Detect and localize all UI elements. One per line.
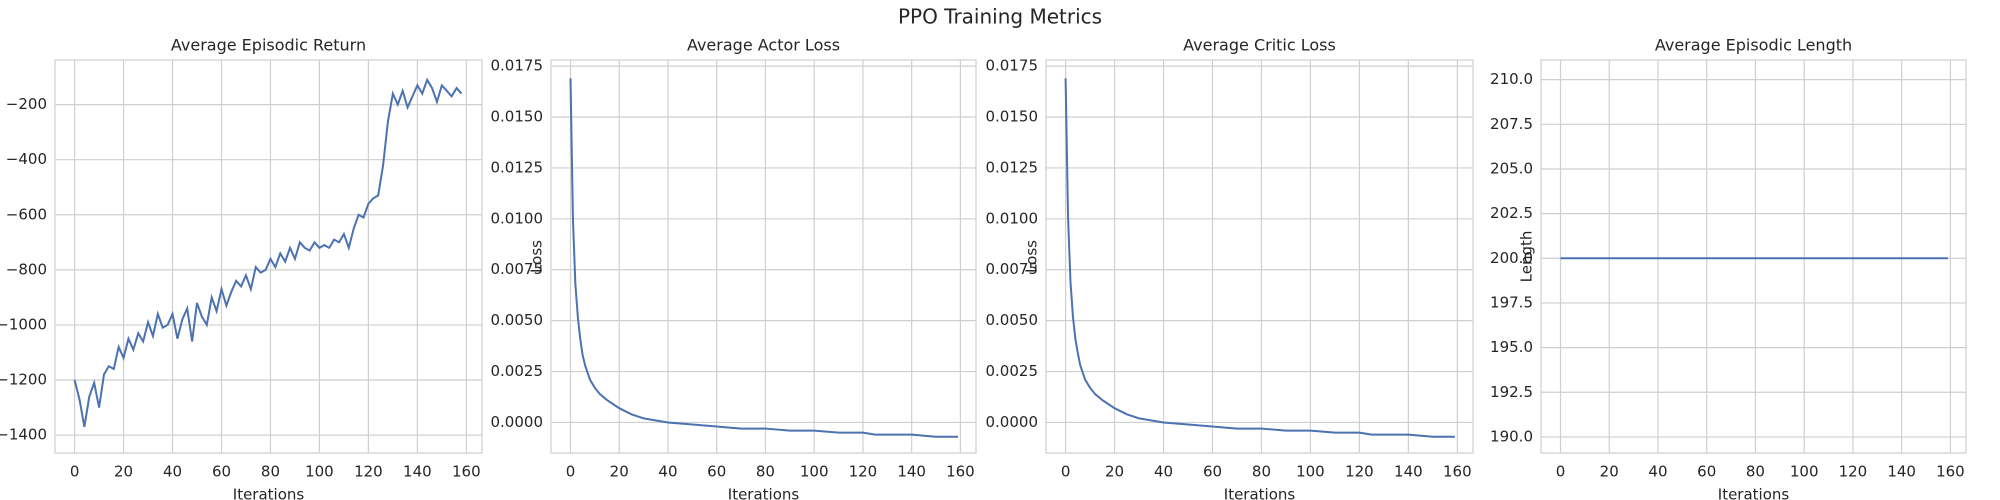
y-tick-label: 0.0050 — [491, 311, 544, 329]
subplot: Average Critic Loss 0.0000 0.0025 0.0050 0.0… — [986, 36, 1474, 500]
x-tick-label: 20 — [610, 463, 629, 481]
x-tick-label: 40 — [1154, 463, 1173, 481]
subplot: Average Episodic Return −1400 −1200 −1000 −8… — [0, 36, 483, 500]
y-tick-label: −1000 — [0, 315, 47, 333]
x-tick-label: 120 — [354, 463, 383, 481]
y-tick-label: −800 — [6, 260, 47, 278]
subplot: Average Episodic Length 190.0 192.5 195.0 19… — [1490, 36, 1967, 500]
x-tick-label: 100 — [1296, 463, 1325, 481]
line-series — [1064, 78, 1455, 438]
x-tick-label: 160 — [946, 463, 975, 481]
subplot-title: Average Episodic Return — [171, 36, 366, 55]
x-tick-label: 100 — [305, 463, 334, 481]
y-tick-label: 0.0000 — [986, 413, 1039, 431]
y-axis-label: Length — [1518, 231, 1536, 283]
x-tick-label: 60 — [707, 463, 726, 481]
y-tick-label: 0.0150 — [491, 108, 544, 126]
x-tick-label: 0 — [566, 463, 576, 481]
y-tick-label: 197.5 — [1490, 293, 1533, 311]
y-tick-label: 0.0150 — [986, 108, 1039, 126]
x-axis-label: Iterations — [233, 486, 305, 500]
x-tick-label: 20 — [114, 463, 133, 481]
x-tick-label: 80 — [1252, 463, 1271, 481]
axes-frame — [1045, 59, 1474, 454]
x-tick-label: 0 — [1556, 463, 1566, 481]
y-tick-label: −200 — [6, 95, 47, 113]
line-series — [569, 78, 958, 438]
y-tick-label: 207.5 — [1490, 115, 1533, 133]
y-tick-label: −1400 — [0, 426, 47, 444]
x-axis-label: Iterations — [1718, 486, 1790, 500]
x-tick-label: 0 — [1061, 463, 1071, 481]
y-tick-label: 0.0175 — [986, 57, 1039, 75]
subplot-title: Average Actor Loss — [687, 36, 840, 55]
x-tick-label: 160 — [452, 463, 481, 481]
y-axis-label: Loss — [528, 240, 546, 273]
y-tick-label: 0.0025 — [986, 362, 1039, 380]
y-tick-label: 195.0 — [1490, 338, 1533, 356]
x-tick-label: 40 — [163, 463, 182, 481]
x-tick-label: 60 — [212, 463, 231, 481]
axes-frame — [1540, 59, 1967, 454]
y-tick-label: −1200 — [0, 371, 47, 389]
axes-frame — [550, 59, 977, 454]
y-tick-label: 205.0 — [1490, 159, 1533, 177]
y-tick-label: 0.0100 — [986, 209, 1039, 227]
x-tick-label: 60 — [1203, 463, 1222, 481]
x-tick-label: 140 — [1394, 463, 1423, 481]
y-tick-label: 0.0050 — [986, 311, 1039, 329]
x-tick-label: 100 — [1790, 463, 1819, 481]
y-tick-label: 210.0 — [1490, 70, 1533, 88]
y-tick-label: 0.0125 — [491, 158, 544, 176]
subplot-title: Average Episodic Length — [1655, 36, 1852, 55]
y-tick-label: −400 — [6, 150, 47, 168]
x-tick-label: 0 — [70, 463, 80, 481]
y-axis-label: Loss — [1023, 240, 1041, 273]
y-tick-label: 0.0125 — [986, 158, 1039, 176]
x-tick-label: 160 — [1936, 463, 1965, 481]
x-tick-label: 40 — [658, 463, 677, 481]
x-tick-label: 60 — [1697, 463, 1716, 481]
x-tick-label: 100 — [800, 463, 829, 481]
x-tick-label: 80 — [261, 463, 280, 481]
x-tick-label: 120 — [1345, 463, 1374, 481]
y-tick-label: 0.0000 — [491, 413, 544, 431]
x-tick-label: 20 — [1105, 463, 1124, 481]
subplot: Average Actor Loss 0.0000 0.0025 0.0050 0.00… — [491, 36, 977, 500]
x-tick-label: 120 — [849, 463, 878, 481]
y-tick-label: 0.0025 — [491, 362, 544, 380]
x-tick-label: 80 — [756, 463, 775, 481]
x-axis-label: Iterations — [728, 486, 800, 500]
y-tick-label: −600 — [6, 205, 47, 223]
figure-title: PPO Training Metrics — [898, 5, 1102, 29]
y-tick-label: 192.5 — [1490, 383, 1533, 401]
x-axis-label: Iterations — [1224, 486, 1296, 500]
x-tick-label: 140 — [1887, 463, 1916, 481]
y-tick-label: 190.0 — [1490, 427, 1533, 445]
y-tick-label: 200.0 — [1490, 249, 1533, 267]
axes-frame — [54, 59, 483, 454]
x-tick-label: 140 — [403, 463, 432, 481]
x-tick-label: 120 — [1839, 463, 1868, 481]
subplot-title: Average Critic Loss — [1183, 36, 1336, 55]
y-tick-label: 202.5 — [1490, 204, 1533, 222]
y-tick-label: 0.0075 — [986, 260, 1039, 278]
y-tick-label: 0.0100 — [491, 209, 544, 227]
y-tick-label: 0.0175 — [491, 57, 544, 75]
x-tick-label: 160 — [1443, 463, 1472, 481]
x-tick-label: 80 — [1746, 463, 1765, 481]
x-tick-label: 20 — [1600, 463, 1619, 481]
x-tick-label: 40 — [1648, 463, 1667, 481]
x-tick-label: 140 — [897, 463, 926, 481]
y-tick-label: 0.0075 — [491, 260, 544, 278]
line-series — [73, 77, 463, 428]
